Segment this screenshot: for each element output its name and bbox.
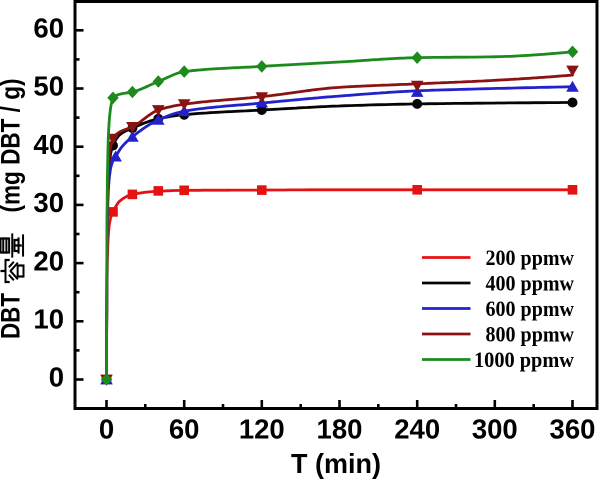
svg-text:240: 240 — [394, 413, 440, 444]
svg-text:T (min): T (min) — [291, 448, 381, 479]
svg-text:360: 360 — [550, 413, 596, 444]
svg-text:400 ppmw: 400 ppmw — [486, 271, 575, 296]
svg-text:10: 10 — [33, 304, 64, 335]
svg-text:800 ppmw: 800 ppmw — [486, 322, 575, 347]
svg-text:600 ppmw: 600 ppmw — [486, 296, 575, 321]
svg-text:1000 ppmw: 1000 ppmw — [474, 347, 575, 372]
svg-text:20: 20 — [33, 245, 64, 276]
svg-text:40: 40 — [33, 129, 64, 160]
svg-text:30: 30 — [33, 187, 64, 218]
svg-text:60: 60 — [169, 413, 200, 444]
svg-text:180: 180 — [317, 413, 363, 444]
svg-text:0: 0 — [49, 362, 64, 393]
svg-text:300: 300 — [472, 413, 518, 444]
svg-text:120: 120 — [239, 413, 285, 444]
svg-text:0: 0 — [99, 413, 114, 444]
svg-text:(mg DBT / g): (mg DBT / g) — [0, 79, 26, 213]
svg-text:200 ppmw: 200 ppmw — [486, 245, 575, 270]
svg-text:50: 50 — [33, 71, 64, 102]
svg-text:60: 60 — [33, 13, 64, 44]
svg-text:DBT: DBT — [0, 293, 26, 339]
